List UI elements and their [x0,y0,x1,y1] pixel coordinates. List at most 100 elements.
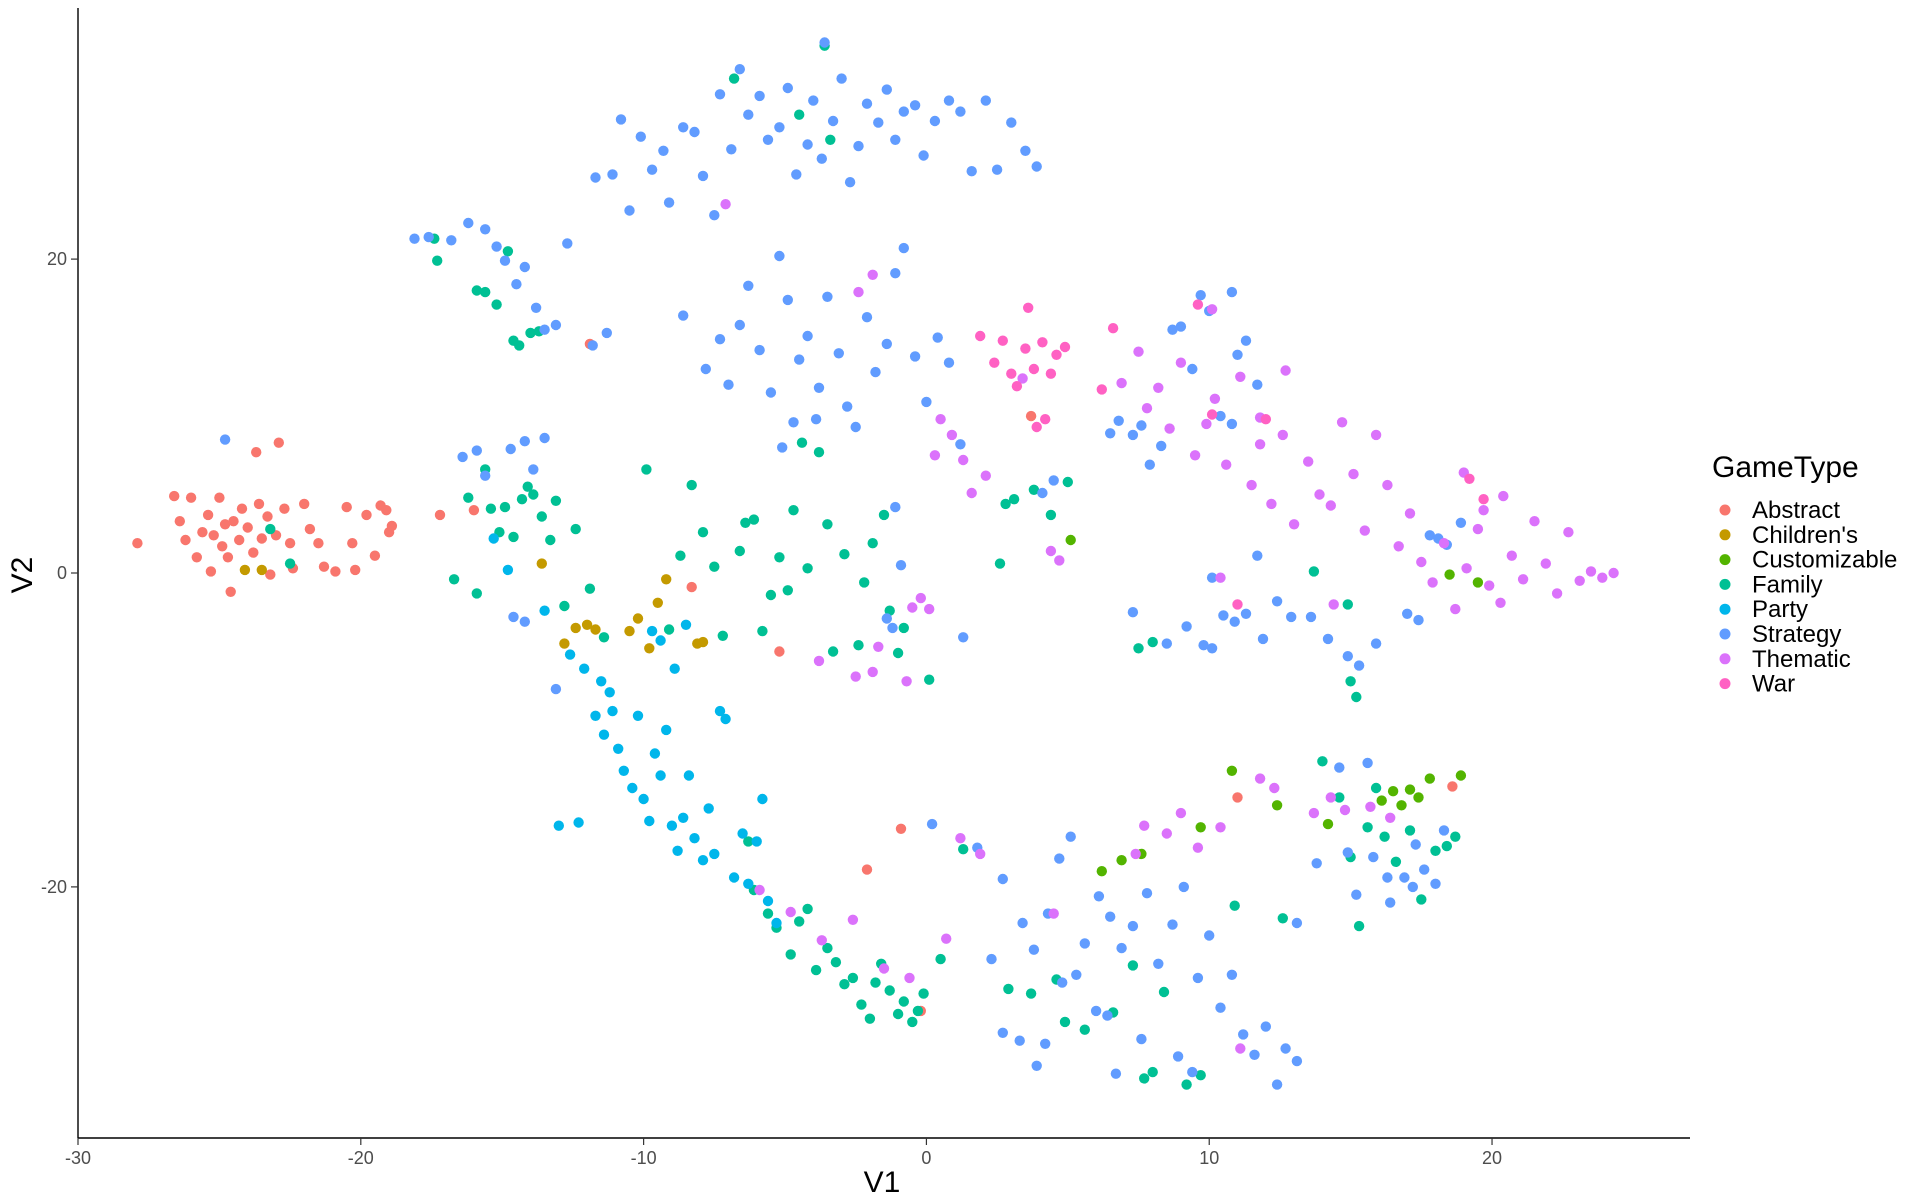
data-point [448,574,460,585]
data-point [502,246,514,257]
data-point [1419,864,1430,875]
data-point [853,286,864,298]
y-tick-label: -20 [41,877,67,897]
data-point [697,170,709,182]
legend-label: Thematic [1752,646,1851,673]
legend-item: Abstract [1719,497,1840,524]
data-point [502,564,514,576]
data-point [1334,792,1345,803]
data-point [1071,969,1082,980]
data-point [898,106,909,117]
data-point [361,509,372,521]
data-point [1167,324,1178,335]
data-point [861,98,873,109]
data-point [890,268,901,279]
data-point [873,117,884,128]
data-point [765,387,777,398]
legend-title: GameType [1712,451,1859,484]
data-point [1136,1033,1147,1045]
data-point [881,84,892,95]
data-point [228,516,239,527]
data-point [1141,888,1153,899]
data-point [202,509,214,521]
data-point [1249,1049,1260,1061]
legend-label: Children's [1752,522,1858,549]
data-point [1209,393,1221,404]
data-point [782,82,793,94]
data-point [709,210,720,221]
data-point [867,666,878,678]
data-point [836,73,847,84]
data-point [1105,428,1116,439]
data-point [1102,1010,1113,1021]
data-point [1438,825,1450,836]
legend-key [1719,578,1731,590]
data-point [1322,818,1334,830]
data-point [1342,651,1354,662]
data-point [663,197,675,208]
x-tick-label: -20 [348,1148,374,1168]
data-point [1204,930,1215,941]
data-point [870,366,881,378]
data-point [958,632,969,643]
data-point [909,351,921,362]
data-point [1291,1055,1303,1067]
data-point [1325,792,1337,803]
legend-label: Abstract [1752,497,1840,524]
data-point [446,235,457,246]
data-point [313,538,324,549]
data-point [663,624,675,635]
data-point [499,501,511,513]
data-point [754,884,765,896]
data-point [678,310,689,321]
data-point [1014,1035,1025,1046]
data-point [1370,782,1382,794]
data-point [827,646,839,657]
data-point [525,327,536,339]
data-point [1390,856,1402,867]
data-point [1153,958,1164,969]
data-point [997,335,1008,346]
data-point [926,818,938,830]
data-point [802,563,813,574]
data-point [1153,382,1164,393]
data-point [1139,1073,1150,1084]
data-point [791,169,802,180]
data-point [1441,840,1453,852]
data-point [1090,1005,1102,1017]
legend-item: Children's [1719,522,1858,549]
data-point [1246,479,1257,491]
data-point [1353,660,1365,671]
legend-key [1719,529,1731,541]
data-point [929,450,941,461]
data-point [1416,556,1427,568]
data-point [966,166,977,177]
data-point [185,492,197,503]
data-point [714,334,726,345]
data-point [1339,804,1351,816]
data-point [528,464,539,475]
data-point [958,844,969,855]
legend-item: War [1719,671,1795,698]
data-point [299,498,310,510]
legend-label: War [1752,671,1795,698]
data-point [878,963,890,974]
data-point [728,872,740,883]
data-point [1336,417,1348,428]
data-point [720,713,731,725]
data-point [208,530,219,541]
x-tick-label: 10 [1199,1148,1219,1168]
data-point [222,552,234,563]
data-point [1351,889,1362,900]
data-point [1195,822,1206,833]
data-point [1585,566,1597,577]
data-point [782,585,793,596]
data-point [1158,986,1170,998]
data-point [1385,812,1396,823]
data-point [1382,872,1393,883]
data-point [1368,851,1379,863]
data-point [1254,439,1266,450]
data-point [895,560,907,571]
data-point [1257,633,1269,645]
data-point [1351,691,1362,703]
